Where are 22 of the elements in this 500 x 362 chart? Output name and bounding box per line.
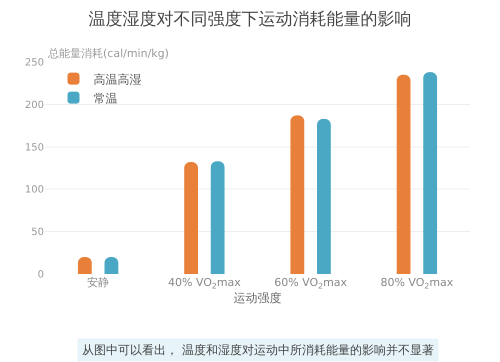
y-tick-label: 150: [24, 142, 44, 154]
y-tick-label: 200: [24, 100, 44, 111]
bar: [423, 72, 438, 274]
x-tick-label: 安静: [87, 276, 110, 289]
bar: [210, 161, 225, 274]
x-tick-label: 60% VO$_{2}$max: [274, 276, 348, 290]
text: 从图中可以看出， 温度和湿度对运动中所消耗能量的影响并不显著: [82, 343, 434, 357]
chart-title: 温度湿度对不同强度下运动消耗能量的影响: [88, 10, 412, 30]
bar: [396, 74, 410, 274]
bar: [317, 118, 331, 274]
x-tick-label: 40% VO$_{2}$max: [168, 276, 242, 290]
y-tick-label: 50: [31, 227, 44, 238]
bar: [290, 115, 304, 274]
y-tick-label: 0: [38, 270, 44, 280]
bar: [184, 162, 198, 274]
y-tick-label: 250: [24, 58, 44, 68]
x-tick-label: 80% VO$_{2}$max: [380, 276, 454, 290]
legend-label: 高温高湿: [94, 72, 142, 86]
y-tick-label: 100: [24, 184, 44, 196]
y-axis-title: 总能量消耗(cal/min/kg): [47, 47, 169, 60]
legend-label: 常温: [94, 91, 118, 106]
x-axis-title: 运动强度: [234, 291, 282, 306]
